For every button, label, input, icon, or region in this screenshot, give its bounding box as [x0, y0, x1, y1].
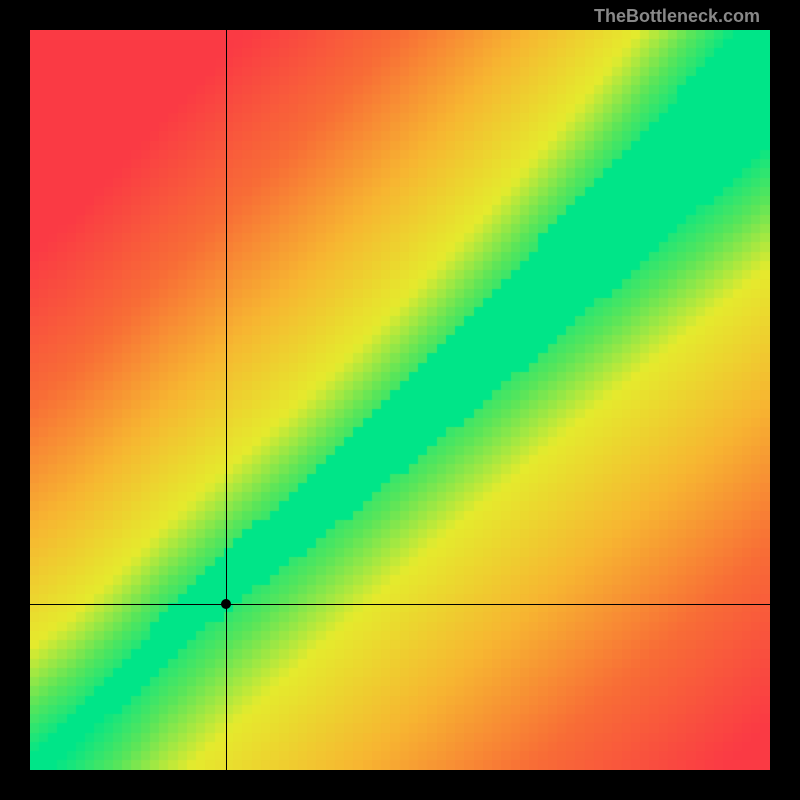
plot-frame — [30, 30, 770, 770]
crosshair-vertical — [226, 30, 227, 770]
crosshair-point — [221, 599, 231, 609]
crosshair-horizontal — [30, 604, 770, 605]
attribution-label: TheBottleneck.com — [594, 6, 760, 27]
heatmap-canvas — [30, 30, 770, 770]
